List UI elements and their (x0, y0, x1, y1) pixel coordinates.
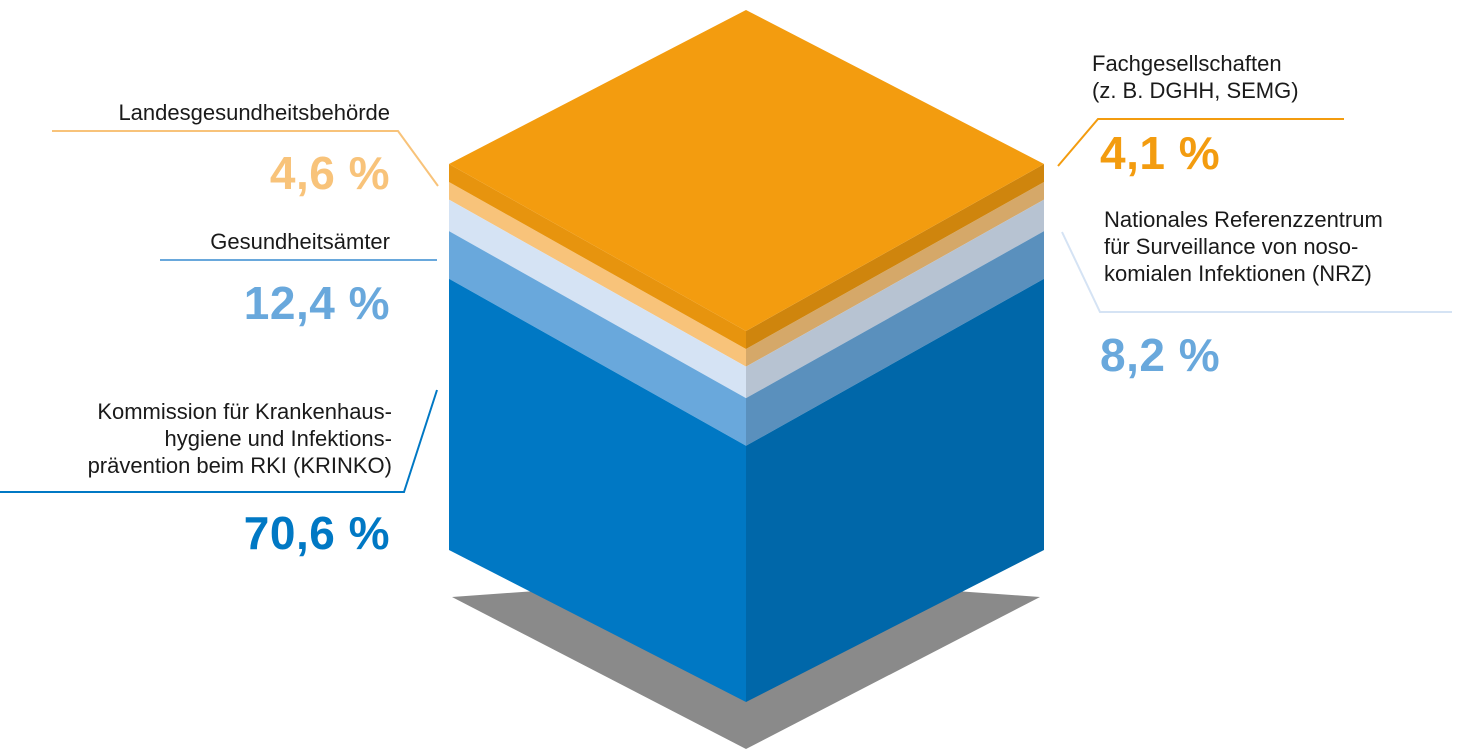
value-landesgesundheitsbehoerde: 4,6 % (269, 147, 390, 199)
value-krinko: 70,6 % (243, 507, 390, 559)
cube-layer-right-gesundheitsaemter (746, 231, 1044, 446)
cube-layer-right-nrz (746, 199, 1044, 399)
cube-top-face (449, 10, 1044, 331)
label-krinko: Kommission für Krankenhaus- hygiene und … (87, 399, 392, 478)
cube-layer-right-landesgesundheitsbehoerde (746, 182, 1044, 367)
label-nrz: Nationales Referenzzentrum für Surveilla… (1104, 207, 1383, 286)
cube-layer-left-landesgesundheitsbehoerde (449, 182, 746, 367)
label-gesundheitsaemter: Gesundheitsämter (210, 229, 390, 254)
leader-fachgesellschaften (1057, 118, 1344, 167)
leader-krinko (0, 389, 438, 493)
cube-top-slab-left (449, 164, 746, 349)
value-nrz: 8,2 % (1100, 329, 1221, 381)
cube-layer-right-krinko (746, 278, 1044, 702)
cube-layer-left-nrz (449, 199, 746, 399)
cube-top-slab-right (746, 164, 1044, 349)
cube-layer-left-krinko (449, 278, 746, 702)
value-fachgesellschaften: 4,1 % (1100, 127, 1221, 179)
value-gesundheitsaemter: 12,4 % (243, 277, 390, 329)
leader-landesgesundheitsbehoerde (52, 130, 439, 187)
leader-nrz (1061, 231, 1452, 313)
label-fachgesellschaften: Fachgesellschaften (z. B. DGHH, SEMG) (1092, 51, 1299, 103)
label-landesgesundheitsbehoerde: Landesgesundheitsbehörde (118, 100, 390, 125)
cube-layer-left-gesundheitsaemter (449, 231, 746, 446)
